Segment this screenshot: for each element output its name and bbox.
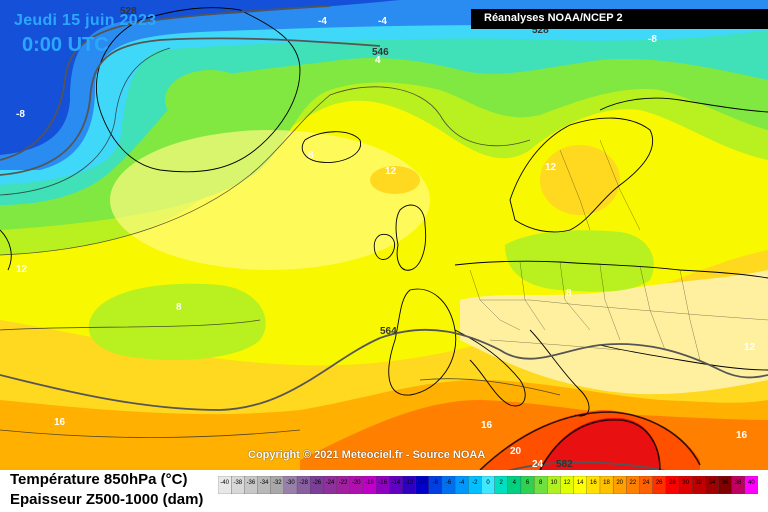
legend-title-thickness: Epaisseur Z500-1000 (dam) bbox=[10, 491, 204, 508]
scale-tick-label: -6 bbox=[445, 480, 452, 486]
label-iso-16-mid: 16 bbox=[481, 420, 493, 431]
label-iso-8-eur: 8 bbox=[566, 288, 572, 299]
scale-tick-label: 38 bbox=[734, 480, 742, 486]
scale-tick-label: 2 bbox=[499, 480, 503, 486]
scale-tick-label: -36 bbox=[246, 480, 256, 486]
scale-tick-label: -24 bbox=[325, 480, 335, 486]
label-iso-16-east: 16 bbox=[736, 430, 748, 441]
scale-tick-label: 0 bbox=[486, 480, 490, 486]
label-528-top: 528 bbox=[120, 6, 137, 17]
label-528-right: 528 bbox=[532, 25, 549, 36]
scale-tick-label: 24 bbox=[642, 480, 650, 486]
label-iso-12-east: 12 bbox=[744, 342, 756, 353]
scale-tick-label: 10 bbox=[550, 480, 558, 486]
label-iso-m4-b: -4 bbox=[378, 16, 387, 27]
isotherm-contours bbox=[0, 47, 701, 471]
label-iso-4: 4 bbox=[375, 55, 381, 66]
label-iso-20: 20 bbox=[510, 446, 522, 457]
scale-tick-label: 28 bbox=[669, 480, 676, 486]
scale-tick-label: -4 bbox=[459, 480, 465, 486]
color-scale-labels: -40 -38 -36 -34 -32 -30 -28 -26 -24 -22 -20 -18 -16-… bbox=[218, 478, 758, 488]
scale-tick-label: -20 bbox=[351, 480, 361, 486]
source-banner bbox=[471, 9, 768, 29]
source-label: Réanalyses NOAA/NCEP 2 bbox=[484, 12, 623, 24]
green-central-europe bbox=[505, 230, 654, 292]
scale-tick-label: 40 bbox=[748, 480, 755, 486]
temp-band-cyan bbox=[0, 0, 768, 185]
map-labels: 528 528 546 564 582 -4 -4 4 -8 -8 8 12 1… bbox=[16, 6, 756, 470]
temp-band-teal bbox=[0, 0, 768, 205]
pale-yellow-atlantic bbox=[110, 130, 430, 270]
borders bbox=[469, 139, 768, 361]
legend: Température 850hPa (°C) Epaisseur Z500-1… bbox=[0, 470, 768, 512]
legend-title-temperature: Température 850hPa (°C) bbox=[10, 471, 188, 488]
label-iso-24: 24 bbox=[532, 459, 544, 470]
label-546: 546 bbox=[372, 47, 389, 58]
label-iso-16-west: 16 bbox=[54, 417, 66, 428]
scale-tick-label: -26 bbox=[312, 480, 322, 486]
map-time: 0:00 UTC bbox=[22, 34, 109, 56]
scale-tick-label: 12 bbox=[563, 480, 571, 486]
scale-tick-label: 14 bbox=[576, 480, 584, 486]
scale-tick-label: -14 bbox=[391, 480, 401, 486]
scale-tick-label: 8 bbox=[539, 480, 543, 486]
scale-tick-label: -28 bbox=[299, 480, 308, 486]
thickness-528 bbox=[0, 5, 331, 161]
gold-iceland-pocket bbox=[370, 166, 420, 194]
scale-tick-label: -32 bbox=[272, 480, 282, 486]
label-iso-m8-right: -8 bbox=[648, 34, 657, 45]
temp-band-deep-blue bbox=[0, 0, 400, 155]
scale-tick-label: 22 bbox=[629, 480, 637, 486]
scale-tick-label: 26 bbox=[655, 480, 663, 486]
scale-tick-label: 36 bbox=[721, 480, 729, 486]
scale-tick-label: -16 bbox=[378, 480, 387, 486]
label-iso-12-scan: 12 bbox=[545, 162, 557, 173]
scale-tick-label: 4 bbox=[512, 480, 516, 486]
label-iso-8-atl: 8 bbox=[176, 302, 182, 313]
greenland-interior bbox=[165, 70, 255, 130]
scale-tick-label: 34 bbox=[708, 480, 716, 486]
scale-tick-label: 20 bbox=[616, 480, 624, 486]
scale-tick-label: -8 bbox=[432, 480, 438, 486]
scale-tick-label: -22 bbox=[338, 480, 348, 486]
label-iso-m4-a: -4 bbox=[318, 16, 327, 27]
temp-band-pale-south bbox=[460, 270, 768, 395]
gold-scandinavia-pocket bbox=[540, 145, 620, 215]
scale-tick-label: -40 bbox=[220, 480, 229, 486]
scale-tick-label: 16 bbox=[590, 480, 597, 486]
scale-tick-label: -30 bbox=[286, 480, 295, 486]
scale-tick-label: -34 bbox=[259, 480, 269, 486]
scale-tick-label: 30 bbox=[682, 480, 689, 486]
label-iso-m8-left: -8 bbox=[16, 109, 25, 120]
thickness-564 bbox=[0, 328, 768, 411]
scale-swatch bbox=[744, 476, 758, 494]
scale-tick-label: 32 bbox=[695, 480, 703, 486]
scale-tick-label: 6 bbox=[525, 480, 530, 486]
label-582: 582 bbox=[556, 459, 573, 470]
copyright-notice: Copyright © 2021 Meteociel.fr - Source N… bbox=[248, 449, 486, 461]
green-atlantic-low bbox=[88, 283, 266, 360]
label-iso-12-west: 12 bbox=[16, 264, 28, 275]
map-date: Jeudi 15 juin 2023 bbox=[14, 12, 157, 29]
scale-tick-label: -2 bbox=[472, 480, 478, 486]
scale-tick-label: -12 bbox=[404, 480, 414, 486]
label-iso-12-atl: 12 bbox=[385, 166, 397, 177]
scale-tick-label: 18 bbox=[603, 480, 610, 486]
color-scale bbox=[218, 476, 758, 494]
scale-tick-label: -18 bbox=[365, 480, 374, 486]
label-564: 564 bbox=[380, 326, 397, 337]
label-iso-8-iceland: 8 bbox=[308, 150, 314, 161]
thickness-546 bbox=[0, 37, 381, 176]
scale-tick-label: -10 bbox=[417, 480, 427, 486]
scale-tick-label: -38 bbox=[233, 480, 243, 486]
